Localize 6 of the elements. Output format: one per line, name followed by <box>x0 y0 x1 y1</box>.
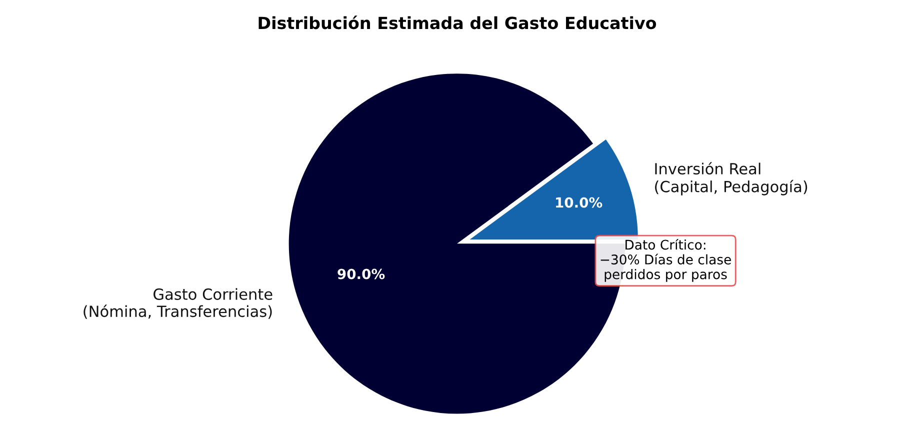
slice-label: Inversión Real (Capital, Pedagogía) <box>655 162 808 196</box>
text: Dato Crítico: −30% Días de clase perdidos por paros <box>600 238 731 282</box>
chart-title: Distribución Estimada del Gasto Educativo <box>258 16 656 30</box>
slice-label: Gasto Corriente (Nómina, Transferencias) <box>84 288 272 319</box>
data-label: 90.0% <box>338 268 385 280</box>
data-label: 10.0% <box>556 197 602 208</box>
